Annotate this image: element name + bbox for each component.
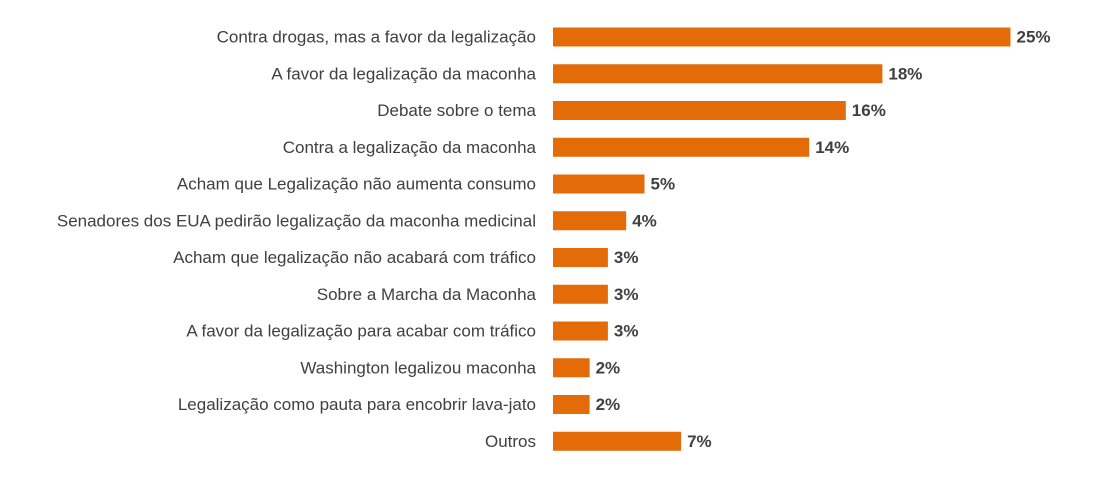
- bar: [553, 395, 590, 414]
- value-label: 14%: [815, 138, 849, 157]
- value-label: 7%: [687, 432, 712, 451]
- value-labels-group: 25% 18%16%14% 5% 4% 3% 3% 3% 2% 2% 7%: [596, 28, 1051, 451]
- category-label: Washington legalizou maconha: [300, 358, 536, 377]
- bars-group: [553, 27, 1011, 451]
- bar: [553, 101, 846, 120]
- bar: [553, 27, 1011, 47]
- value-label: 5%: [651, 175, 676, 194]
- value-label: 16%: [852, 101, 886, 120]
- bar: [553, 137, 810, 157]
- value-label: 3%: [614, 285, 639, 304]
- value-label: 3%: [614, 248, 639, 267]
- category-label: A favor da legalização da maconha: [271, 64, 536, 83]
- bar: [553, 321, 608, 341]
- category-label: A favor da legalização para acabar com t…: [186, 322, 536, 341]
- category-label: Sobre a Marcha da Maconha: [317, 285, 537, 304]
- category-label: Contra a legalização da maconha: [283, 138, 537, 157]
- value-label: 25%: [1017, 28, 1051, 47]
- bar: [553, 174, 645, 194]
- category-label: Outros: [485, 432, 536, 451]
- category-label: Acham que legalização não acabará com tr…: [173, 248, 536, 267]
- bar: [553, 248, 608, 267]
- category-label: Contra drogas, mas a favor da legalizaçã…: [217, 28, 536, 47]
- category-label: Senadores dos EUA pedirão legalização da…: [57, 211, 536, 230]
- bar: [553, 431, 682, 451]
- value-label: 4%: [632, 211, 657, 230]
- value-label: 3%: [614, 322, 639, 341]
- category-label: Legalização como pauta para encobrir lav…: [178, 395, 536, 414]
- value-label: 2%: [596, 395, 621, 414]
- value-label: 18%: [888, 64, 922, 83]
- bar: [553, 284, 608, 304]
- value-label: 2%: [596, 358, 621, 377]
- bar: [553, 64, 883, 84]
- bar: [553, 358, 590, 378]
- category-labels-group: Contra drogas, mas a favor da legalizaçã…: [57, 28, 537, 451]
- category-label: Acham que Legalização não aumenta consum…: [177, 175, 536, 194]
- category-label: Debate sobre o tema: [377, 101, 536, 120]
- bar: [553, 211, 627, 231]
